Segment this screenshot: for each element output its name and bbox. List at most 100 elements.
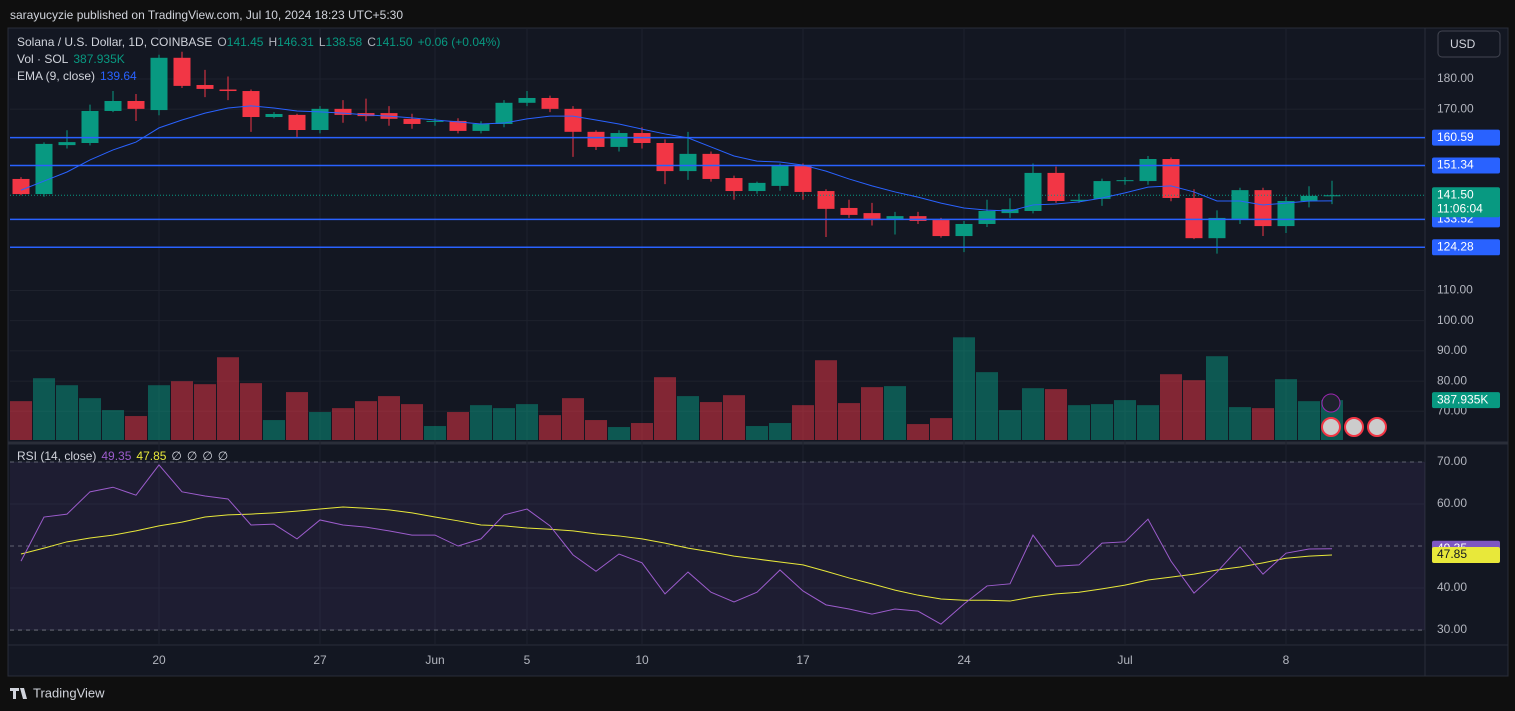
volume-name: Vol · SOL bbox=[17, 52, 69, 66]
rsi-ma-line bbox=[20, 506, 1333, 602]
volume-bar bbox=[447, 412, 469, 440]
candle-body bbox=[311, 108, 329, 131]
volume-bar bbox=[654, 377, 676, 440]
ohlc-value: 141.50 bbox=[375, 35, 413, 49]
volume-bar bbox=[562, 398, 584, 440]
volume-bar bbox=[1298, 401, 1320, 440]
candle-body bbox=[242, 91, 260, 118]
legend-ema: EMA (9, close) 139.64 bbox=[17, 69, 142, 83]
candle-body bbox=[1116, 180, 1134, 182]
y-tick-label: 170.00 bbox=[1437, 101, 1474, 115]
candle-body bbox=[702, 153, 720, 179]
flag-icon[interactable] bbox=[1367, 417, 1387, 437]
flag-icon[interactable] bbox=[1321, 417, 1341, 437]
candle-body bbox=[1208, 217, 1226, 239]
y-tick-label: 180.00 bbox=[1437, 71, 1474, 85]
volume-bar bbox=[263, 420, 285, 440]
volume-bar bbox=[424, 426, 446, 440]
volume-bar bbox=[217, 357, 239, 440]
candle-body bbox=[978, 210, 996, 224]
volume-bar bbox=[1022, 388, 1044, 440]
volume-bar bbox=[171, 381, 193, 440]
change: +0.06 (+0.04%) bbox=[417, 35, 501, 49]
volume-value: 387.935K bbox=[73, 52, 125, 66]
candle-body bbox=[725, 178, 743, 192]
rsi-tick-label: 30.00 bbox=[1437, 622, 1467, 636]
ohlc-key: C bbox=[367, 35, 376, 49]
rsi-line bbox=[20, 464, 1333, 625]
x-tick-label: 20 bbox=[152, 653, 166, 667]
candle-body bbox=[840, 207, 858, 215]
volume-bar bbox=[332, 408, 354, 440]
volume-label: 387.935K bbox=[1437, 392, 1488, 406]
rsi-extra: ∅ bbox=[171, 449, 182, 463]
legend-volume: Vol · SOL 387.935K bbox=[17, 52, 130, 66]
ema-name: EMA (9, close) bbox=[17, 69, 96, 83]
candle-body bbox=[495, 102, 513, 124]
logo-icon bbox=[10, 688, 27, 699]
ema-line bbox=[20, 105, 1333, 212]
logo-text: TradingView bbox=[33, 685, 105, 700]
candle-body bbox=[863, 213, 881, 221]
volume-bar bbox=[585, 420, 607, 440]
event-icon[interactable] bbox=[1321, 393, 1341, 413]
volume-bar bbox=[1183, 380, 1205, 440]
volume-bar bbox=[608, 427, 630, 440]
candle-body bbox=[1323, 195, 1341, 197]
legend-rsi: RSI (14, close) 49.35 47.85 ∅ ∅ ∅ ∅ bbox=[17, 449, 233, 463]
candle-body bbox=[265, 113, 283, 118]
y-tick-label: 90.00 bbox=[1437, 343, 1467, 357]
candle-body bbox=[564, 108, 582, 132]
currency-button[interactable] bbox=[1437, 30, 1501, 58]
y-tick-label: 80.00 bbox=[1437, 373, 1467, 387]
currency-label: USD bbox=[1450, 37, 1476, 51]
countdown: 11:06:04 bbox=[1437, 201, 1483, 215]
volume-bar bbox=[470, 405, 492, 440]
ohlc-key: O bbox=[217, 35, 227, 49]
publisher: sarayucyzie published on TradingView.com… bbox=[10, 8, 404, 22]
candle-body bbox=[1162, 159, 1180, 198]
level-label-box bbox=[1432, 157, 1500, 174]
candle-body bbox=[610, 133, 628, 147]
volume-bar bbox=[194, 384, 216, 440]
volume-bar bbox=[240, 383, 262, 440]
volume-bar bbox=[102, 410, 124, 440]
candle-body bbox=[518, 97, 536, 103]
volume-bar bbox=[79, 398, 101, 440]
candle-body bbox=[679, 153, 697, 172]
rsi-value: 49.35 bbox=[101, 449, 132, 463]
volume-bar bbox=[700, 402, 722, 440]
x-tick-label: 8 bbox=[1283, 653, 1290, 667]
volume-bar bbox=[148, 385, 170, 440]
volume-bar bbox=[815, 360, 837, 440]
volume-bar bbox=[10, 401, 32, 440]
candle-body bbox=[1254, 190, 1272, 227]
volume-bar bbox=[838, 403, 860, 440]
legend-main: Solana / U.S. Dollar, 1D, COINBASE O141.4… bbox=[17, 35, 505, 49]
candle-body bbox=[1277, 201, 1295, 227]
candle-body bbox=[1093, 181, 1111, 199]
ema-value: 139.64 bbox=[100, 69, 137, 83]
rsi-extra: ∅ bbox=[202, 449, 213, 463]
ohlc-value: 146.31 bbox=[277, 35, 314, 49]
candle-body bbox=[1231, 190, 1249, 221]
volume-bar bbox=[125, 416, 147, 440]
candle-body bbox=[771, 165, 789, 186]
volume-bar bbox=[884, 386, 906, 440]
rsi-tick-label: 60.00 bbox=[1437, 496, 1467, 510]
volume-bar bbox=[907, 424, 929, 440]
volume-bar bbox=[861, 387, 883, 440]
candle-body bbox=[35, 143, 53, 195]
candle-body bbox=[656, 142, 674, 172]
last-price-box bbox=[1432, 187, 1500, 218]
rsi-ma-label: 47.85 bbox=[1437, 547, 1467, 561]
flag-icon[interactable] bbox=[1344, 417, 1364, 437]
ohlc-key: L bbox=[318, 35, 326, 49]
candle-body bbox=[219, 89, 237, 92]
volume-bar bbox=[999, 410, 1021, 440]
rsi-extra: ∅ bbox=[186, 449, 198, 463]
candle-body bbox=[81, 110, 99, 143]
candle-body bbox=[587, 131, 605, 147]
x-tick-label: 5 bbox=[524, 653, 531, 667]
symbol: Solana / U.S. Dollar, 1D, COINBASE bbox=[17, 35, 213, 49]
